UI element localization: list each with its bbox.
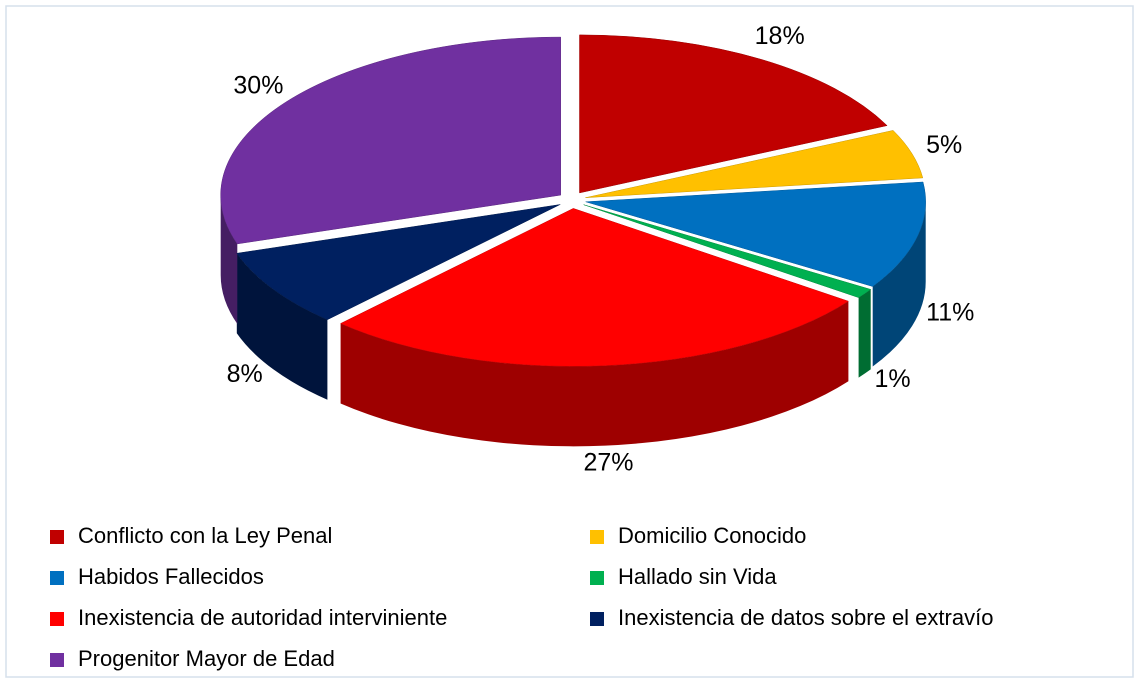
data-label: 30% [233,71,283,99]
legend-label: Inexistencia de datos sobre el extravío [618,605,993,630]
slice [585,181,926,287]
legend-label: Hallado sin Vida [618,564,777,589]
slice-side [872,201,926,367]
slice [340,208,849,367]
legend-swatch [50,530,64,544]
slice [236,204,561,320]
data-label: 5% [926,131,962,159]
legend-label: Progenitor Mayor de Edad [78,646,335,671]
legend-label: Domicilio Conocido [618,523,806,548]
legend-swatch [50,653,64,667]
slice-side [236,253,328,400]
legend-swatch [50,571,64,585]
slice [583,204,872,298]
data-label: 8% [227,360,263,388]
data-label: 27% [583,449,633,477]
slice-side [340,301,849,447]
slice-side [858,289,871,378]
legend-swatch [590,530,604,544]
data-label: 18% [755,22,805,50]
chart-border [5,5,1134,678]
slice [585,130,924,198]
legend-swatch [590,571,604,585]
data-label: 1% [875,365,911,393]
legend-swatch [50,612,64,626]
data-label: 11% [926,299,974,327]
legend-label: Habidos Fallecidos [78,564,264,589]
slice [579,34,888,194]
legend-label: Conflicto con la Ley Penal [78,523,332,548]
legend-label: Inexistencia de autoridad interviniente [78,605,447,630]
slice-side [220,195,238,324]
legend-swatch [590,612,604,626]
slice [220,36,561,245]
